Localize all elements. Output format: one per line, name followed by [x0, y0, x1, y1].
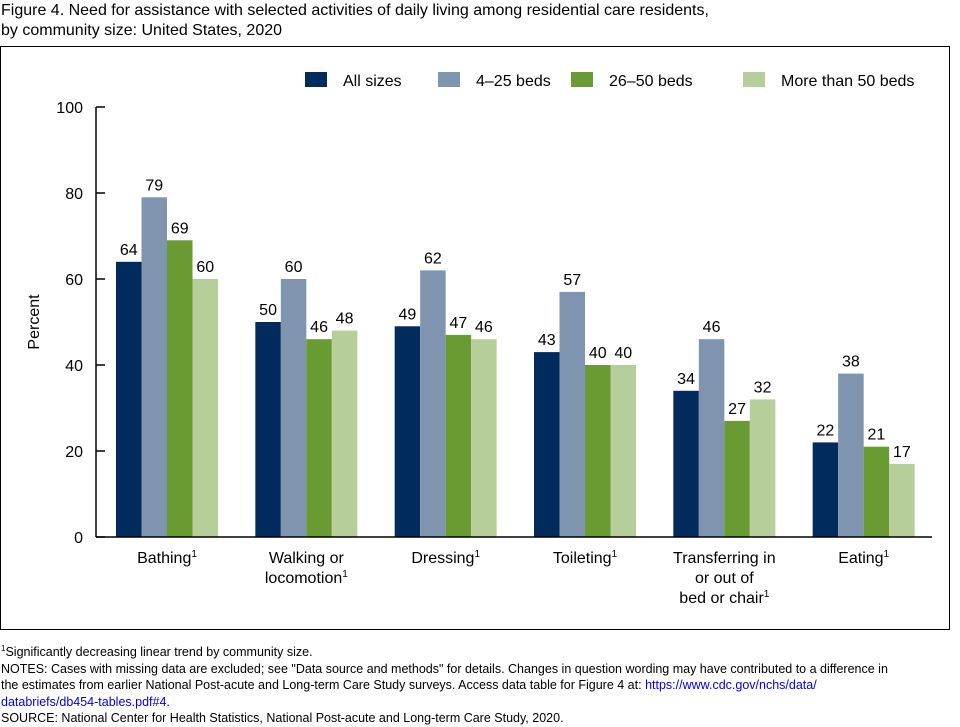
bar-value-label: 49 — [399, 306, 417, 323]
x-category-label: or out of — [695, 570, 754, 587]
bar — [306, 339, 332, 537]
bar-value-label: 57 — [563, 272, 581, 289]
footnote-marker: 1 — [342, 569, 348, 580]
bar — [116, 261, 142, 537]
legend-label: All sizes — [343, 73, 402, 90]
y-tick-label: 40 — [65, 358, 83, 375]
x-category-label: Dressing1 — [411, 549, 480, 567]
bar — [863, 446, 890, 537]
notes-line-2: the estimates from earlier National Post… — [1, 677, 959, 694]
bar-value-label: 21 — [868, 427, 886, 444]
x-category-label: Eating1 — [838, 549, 889, 567]
bar-value-label: 62 — [424, 250, 442, 267]
bar — [167, 240, 193, 538]
data-table-link[interactable]: https://www.cdc.gov/nchs/data/ — [645, 678, 817, 693]
bar — [749, 399, 776, 537]
x-category-label: Walking or — [269, 550, 345, 567]
bar — [394, 326, 421, 537]
footnote-marker: 1 — [884, 549, 890, 560]
footnote: 1Significantly decreasing linear trend b… — [1, 641, 959, 661]
footnote-marker: 1 — [764, 589, 770, 600]
bar-value-label: 60 — [285, 259, 303, 276]
bar — [673, 390, 699, 537]
legend-label: 4–25 beds — [476, 73, 551, 90]
footnote-marker: 1 — [1, 644, 6, 653]
legend-label: 26–50 beds — [609, 73, 693, 90]
y-tick-label: 100 — [56, 100, 83, 117]
x-category-label: Bathing1 — [137, 549, 197, 567]
bar — [610, 365, 636, 537]
legend-label: More than 50 beds — [781, 73, 914, 90]
y-axis-title: Percent — [26, 294, 43, 350]
bar-value-label: 22 — [817, 422, 835, 439]
bar-value-label: 60 — [196, 259, 214, 276]
bar — [559, 291, 585, 537]
bar — [445, 334, 472, 537]
figure-title: Figure 4. Need for assistance with selec… — [1, 1, 951, 41]
legend-swatch — [571, 72, 593, 87]
chart-frame — [0, 46, 950, 630]
data-table-link-continued[interactable]: databriefs/db454-tables.pdf#4 — [1, 694, 167, 709]
x-category-label: locomotion1 — [265, 569, 348, 587]
y-tick-label: 60 — [65, 272, 83, 289]
footnote-marker: 1 — [612, 549, 618, 560]
source-line: SOURCE: National Center for Health Stati… — [1, 711, 564, 726]
bar — [331, 330, 358, 537]
bar-value-label: 34 — [677, 371, 695, 388]
legend-swatch — [743, 72, 765, 87]
notes-line-1: NOTES: Cases with missing data are exclu… — [1, 661, 888, 676]
bar-value-label: 48 — [336, 311, 354, 328]
bar — [141, 197, 167, 538]
x-category-label: Toileting1 — [553, 549, 618, 567]
bar — [471, 339, 497, 537]
bar — [420, 270, 446, 537]
footnote-text: Significantly decreasing linear trend by… — [5, 645, 313, 660]
bar-value-label: 79 — [145, 177, 163, 194]
bar — [698, 339, 725, 537]
notes-line-2-text: the estimates from earlier National Post… — [1, 678, 646, 693]
legend-swatch — [305, 72, 327, 87]
bar — [889, 463, 915, 537]
bar — [724, 420, 750, 537]
y-tick-label: 0 — [74, 530, 83, 547]
footnote-marker: 1 — [191, 549, 197, 560]
bar — [255, 322, 281, 537]
x-category-label: Transferring in — [673, 550, 776, 567]
bar-value-label: 46 — [475, 319, 493, 336]
bar-value-label: 47 — [450, 315, 468, 332]
bar-value-label: 40 — [614, 345, 632, 362]
y-tick-label: 20 — [65, 444, 83, 461]
bar-value-label: 64 — [120, 242, 138, 259]
figure-notes: 1Significantly decreasing linear trend b… — [1, 641, 959, 727]
x-category-label: bed or chair1 — [679, 589, 770, 607]
bar — [280, 279, 307, 537]
bar — [534, 352, 560, 537]
bar — [838, 373, 864, 537]
notes-line-3: databriefs/db454-tables.pdf#4. — [1, 694, 170, 709]
y-tick-label: 80 — [65, 186, 83, 203]
footnote-marker: 1 — [474, 549, 480, 560]
bar-value-label: 46 — [703, 319, 721, 336]
legend-swatch — [438, 72, 460, 87]
bar — [812, 442, 839, 537]
bar-value-label: 17 — [893, 444, 911, 461]
bar-value-label: 38 — [842, 354, 860, 371]
figure-title-line-2: by community size: United States, 2020 — [1, 22, 283, 39]
bar — [585, 365, 611, 537]
bar-value-label: 46 — [310, 319, 328, 336]
bar-value-label: 50 — [259, 302, 277, 319]
bar-value-label: 43 — [538, 332, 556, 349]
bar-value-label: 69 — [171, 220, 189, 237]
bar-value-label: 27 — [728, 401, 746, 418]
bar — [192, 279, 218, 537]
bar-chart: 0 20 40 60 80 100 Percent 64 79 69 60 Bathing1 50 60 4… — [26, 72, 932, 607]
bar-value-label: 40 — [589, 345, 607, 362]
figure-title-line-1: Figure 4. Need for assistance with selec… — [1, 2, 709, 19]
bar-value-label: 32 — [754, 379, 772, 396]
